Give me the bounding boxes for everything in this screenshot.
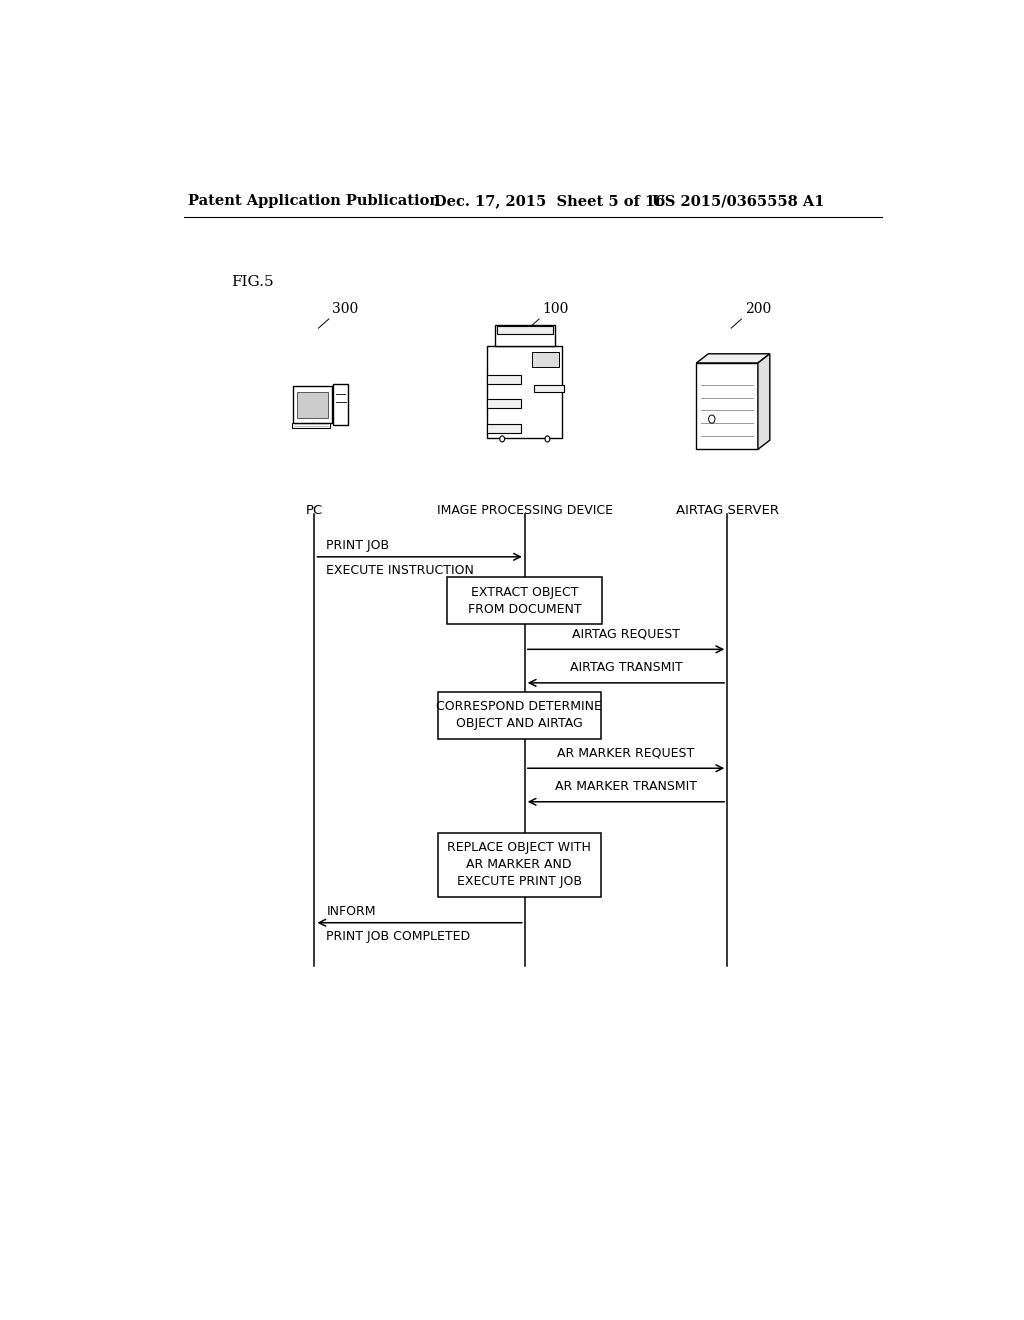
Text: EXECUTE INSTRUCTION: EXECUTE INSTRUCTION (327, 564, 474, 577)
Polygon shape (696, 354, 770, 363)
Text: AR MARKER REQUEST: AR MARKER REQUEST (557, 746, 694, 759)
Bar (297, 392, 329, 418)
Text: AIRTAG SERVER: AIRTAG SERVER (676, 504, 778, 517)
Text: CORRESPOND DETERMINE
OBJECT AND AIRTAG: CORRESPOND DETERMINE OBJECT AND AIRTAG (436, 701, 602, 730)
Bar (487, 346, 562, 438)
Circle shape (709, 414, 715, 424)
Text: 100: 100 (543, 302, 568, 315)
Text: 200: 200 (744, 302, 771, 315)
Bar (334, 384, 348, 425)
Bar (487, 399, 521, 408)
Circle shape (545, 436, 550, 442)
Text: IMAGE PROCESSING DEVICE: IMAGE PROCESSING DEVICE (437, 504, 612, 517)
Bar (293, 387, 332, 424)
Bar (292, 422, 330, 428)
Text: Dec. 17, 2015  Sheet 5 of 16: Dec. 17, 2015 Sheet 5 of 16 (433, 194, 665, 209)
Text: REPLACE OBJECT WITH
AR MARKER AND
EXECUTE PRINT JOB: REPLACE OBJECT WITH AR MARKER AND EXECUT… (447, 841, 591, 888)
Circle shape (500, 436, 505, 442)
Bar (487, 375, 521, 384)
Bar (696, 363, 758, 449)
Text: FIG.5: FIG.5 (231, 276, 273, 289)
Bar (532, 352, 559, 367)
Bar (497, 326, 553, 334)
Bar (534, 384, 564, 392)
Bar (438, 692, 601, 739)
Bar (487, 424, 521, 433)
Text: Patent Application Publication: Patent Application Publication (187, 194, 439, 209)
Text: PRINT JOB: PRINT JOB (327, 539, 389, 552)
Polygon shape (758, 354, 770, 449)
Bar (495, 325, 555, 346)
Text: EXTRACT OBJECT
FROM DOCUMENT: EXTRACT OBJECT FROM DOCUMENT (468, 586, 582, 615)
Text: AR MARKER TRANSMIT: AR MARKER TRANSMIT (555, 780, 697, 792)
Bar (447, 577, 602, 624)
Bar (438, 833, 601, 896)
Text: PC: PC (306, 504, 324, 517)
Text: INFORM: INFORM (327, 904, 376, 917)
Text: AIRTAG TRANSMIT: AIRTAG TRANSMIT (569, 661, 682, 673)
Text: AIRTAG REQUEST: AIRTAG REQUEST (572, 627, 680, 640)
Text: US 2015/0365558 A1: US 2015/0365558 A1 (652, 194, 824, 209)
Text: 300: 300 (332, 302, 358, 315)
Text: PRINT JOB COMPLETED: PRINT JOB COMPLETED (327, 929, 470, 942)
